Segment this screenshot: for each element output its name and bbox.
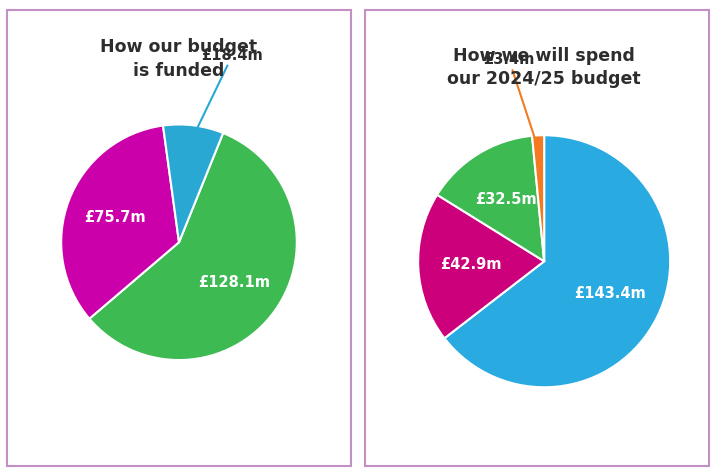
Title: How our budget
is funded: How our budget is funded bbox=[100, 38, 258, 79]
Text: £32.5m: £32.5m bbox=[475, 191, 536, 207]
Text: £143.4m: £143.4m bbox=[574, 286, 646, 301]
Text: £75.7m: £75.7m bbox=[84, 210, 146, 226]
Wedge shape bbox=[445, 135, 670, 387]
Text: £42.9m: £42.9m bbox=[440, 257, 502, 273]
Wedge shape bbox=[418, 195, 544, 338]
Text: £128.1m: £128.1m bbox=[198, 275, 271, 290]
Wedge shape bbox=[163, 124, 223, 242]
Wedge shape bbox=[61, 125, 179, 319]
Wedge shape bbox=[90, 133, 297, 360]
Wedge shape bbox=[532, 135, 544, 261]
Title: How we will spend
our 2024/25 budget: How we will spend our 2024/25 budget bbox=[448, 47, 641, 88]
Text: £3.4m: £3.4m bbox=[483, 52, 539, 151]
Wedge shape bbox=[437, 136, 544, 261]
Text: £18.4m: £18.4m bbox=[192, 48, 263, 139]
